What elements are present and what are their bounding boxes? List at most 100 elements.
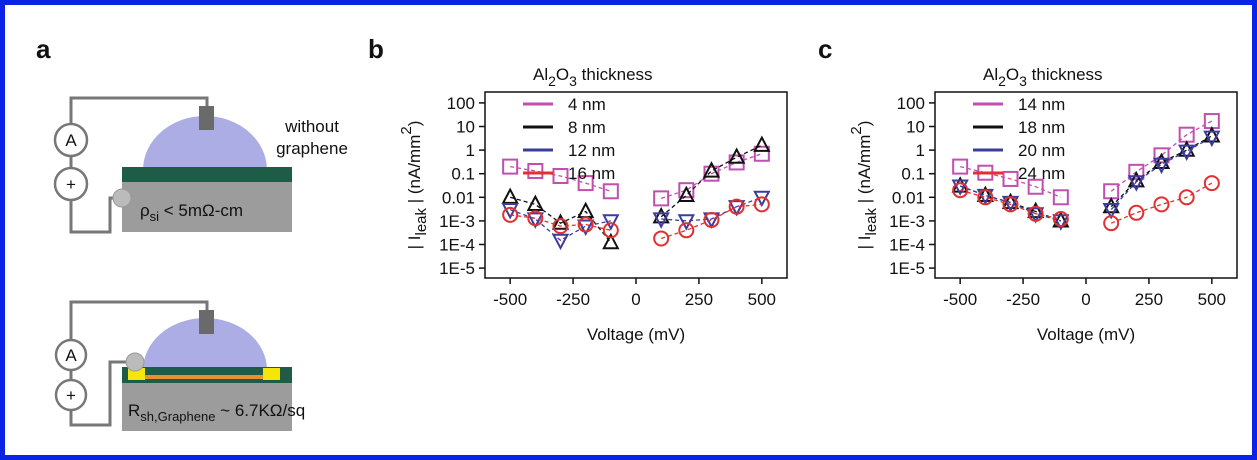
text-part: | I — [405, 236, 424, 250]
text-part: 2 — [998, 73, 1006, 89]
text-part: | I — [855, 236, 874, 250]
y-tick-label: 10 — [456, 118, 475, 137]
y-tick-label: 1E-4 — [439, 235, 475, 254]
x-tick-label: 250 — [685, 290, 713, 309]
y-tick-label: 1E-5 — [889, 259, 925, 278]
marker — [652, 206, 670, 224]
marker — [728, 147, 746, 164]
y-tick-label: 1E-3 — [889, 212, 925, 231]
marker — [1152, 157, 1171, 175]
marker — [977, 189, 994, 206]
silicon — [122, 182, 292, 232]
marker — [552, 167, 569, 184]
text-part: si — [150, 209, 160, 224]
source — [54, 378, 88, 412]
text-part: 3 — [1019, 73, 1027, 89]
legend-label: 20 nm — [1018, 141, 1065, 160]
y-tick-label: 1E-3 — [439, 212, 475, 231]
y-tick-label: 1E-5 — [439, 259, 475, 278]
legend-title: Al2O3 thickness — [983, 65, 1103, 89]
marker — [678, 182, 695, 199]
ammeter-label: A — [65, 131, 77, 150]
marker — [527, 163, 544, 180]
text-part: sh,Graphene — [140, 409, 215, 424]
marker — [1152, 152, 1171, 170]
series-line — [960, 182, 1213, 224]
y-tick-label: 10 — [906, 118, 925, 137]
marker — [753, 145, 770, 162]
y-tick-label: 0.1 — [451, 165, 475, 184]
ammeter — [53, 122, 89, 158]
text-part: | (nA/mm — [405, 135, 424, 208]
panel-label: c — [818, 34, 832, 64]
marker — [728, 198, 745, 215]
y-tick-label: 100 — [447, 94, 475, 113]
legend-label: 12 nm — [568, 141, 615, 160]
text-part: O — [1006, 65, 1019, 84]
series-line — [510, 203, 762, 240]
marker — [1178, 144, 1196, 162]
marker — [577, 175, 594, 192]
legend-label: 8 nm — [568, 118, 606, 137]
marker — [1153, 147, 1170, 164]
y-tick-label: 1E-4 — [889, 235, 925, 254]
marker — [703, 211, 720, 228]
marker — [702, 161, 721, 178]
legend-label: 4 nm — [568, 95, 606, 114]
note: without — [284, 117, 339, 136]
source — [53, 166, 89, 202]
marker — [1052, 211, 1069, 228]
panel-label: a — [36, 34, 51, 64]
marker — [1203, 175, 1220, 192]
marker — [703, 165, 720, 182]
marker — [501, 203, 519, 220]
contact — [112, 188, 132, 208]
marker — [1102, 203, 1120, 220]
electrode — [199, 310, 214, 334]
marker — [728, 200, 746, 217]
sheet-resistance: Rsh,Graphene ~ 6.7KΩ/sq — [128, 401, 305, 424]
marker — [577, 216, 594, 233]
text-part: thickness — [1027, 65, 1103, 84]
marker — [1127, 170, 1145, 188]
legend-label: 18 nm — [1018, 118, 1065, 137]
text-part: ) — [405, 121, 424, 127]
text-part: 3 — [569, 73, 577, 89]
series-line — [509, 196, 763, 242]
marker — [527, 210, 544, 227]
legend-label: 16 nm — [568, 164, 615, 183]
marker — [577, 219, 595, 236]
y-tick-label: 1 — [466, 141, 475, 160]
marker — [526, 212, 544, 229]
text-part: Al — [983, 65, 998, 84]
marker — [653, 190, 670, 207]
marker — [1153, 196, 1170, 213]
legend-label: 14 nm — [1018, 95, 1065, 114]
y-tick-label: 0.01 — [442, 188, 475, 207]
marker — [1027, 205, 1044, 222]
text-part: 2 — [398, 126, 415, 134]
legend-label: 24 nm — [1018, 164, 1065, 183]
marker — [753, 135, 771, 152]
y-axis-label: | Ileak | (nA/mm2) — [848, 121, 880, 250]
y-axis-label: | Ileak | (nA/mm2) — [398, 121, 430, 250]
series-line — [510, 153, 763, 200]
marker — [1102, 196, 1120, 214]
y-tick-label: 0.1 — [901, 165, 925, 184]
marker — [502, 206, 519, 223]
x-tick-label: -500 — [943, 290, 977, 309]
text-part: | (nA/mm — [855, 135, 874, 208]
marker — [952, 182, 969, 199]
electrode — [199, 106, 214, 130]
text-part: R — [128, 401, 140, 420]
y-tick-label: 0.01 — [892, 188, 925, 207]
marker — [678, 222, 695, 239]
marker — [1128, 163, 1145, 180]
marker — [677, 185, 695, 203]
marker — [1002, 170, 1019, 187]
x-tick-label: 0 — [1081, 290, 1090, 309]
legend-title: Al2O3 thickness — [533, 65, 653, 89]
text-part: 2 — [848, 126, 865, 134]
x-axis-label: Voltage (mV) — [1037, 325, 1135, 344]
